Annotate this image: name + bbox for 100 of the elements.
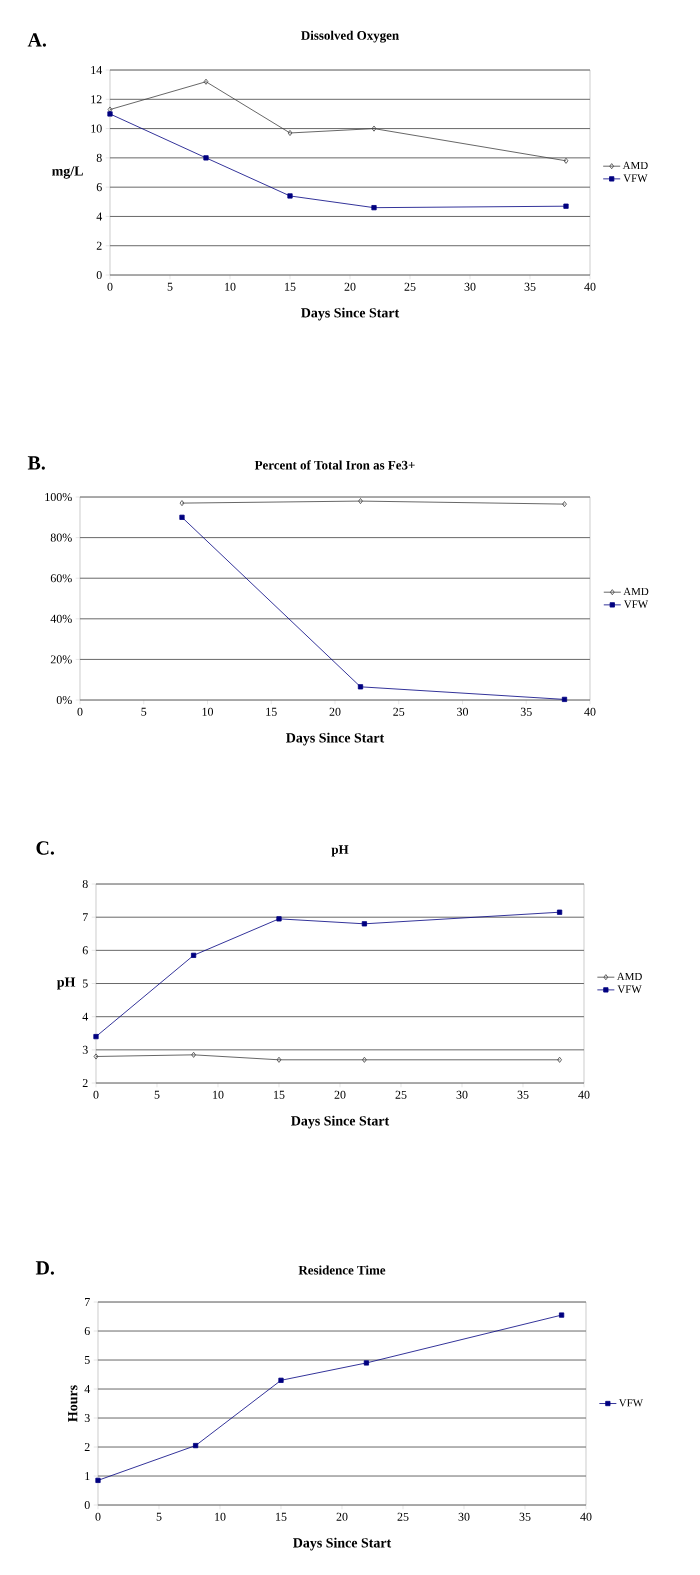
point (179, 514, 185, 520)
legend-label: AMD (622, 161, 648, 170)
point (276, 916, 282, 922)
point (361, 921, 367, 927)
text: C. (36, 841, 55, 855)
x-tick-label: 20 (336, 1512, 348, 1521)
x-tick-label: 40 (578, 1090, 590, 1099)
x-tick-label: 40 (584, 707, 596, 716)
y-tick-label: 0 (96, 270, 102, 280)
y-tick-label: 6 (84, 1327, 90, 1336)
point (193, 1442, 199, 1449)
y-axis-title: mg/L (52, 166, 83, 179)
point (107, 111, 113, 117)
x-tick-label: 10 (202, 707, 214, 716)
x-axis-title: Days Since Start (293, 1537, 392, 1551)
chart-title: Residence Time (298, 1265, 386, 1275)
y-tick-label: 8 (82, 879, 88, 889)
x-tick-label: 30 (456, 1090, 468, 1099)
legend-label: VFW (623, 174, 648, 182)
text: B. (27, 456, 45, 470)
point (559, 1312, 565, 1318)
x-tick-label: 35 (517, 1090, 529, 1099)
y-axis-title: Hours (68, 1385, 78, 1422)
x-tick-label: 25 (395, 1090, 407, 1099)
x-tick-label: 25 (393, 707, 405, 716)
x-tick-label: 35 (520, 707, 532, 716)
y-tick-label: 0% (56, 695, 72, 705)
point (561, 696, 568, 702)
point (93, 1033, 99, 1040)
text: D. (35, 1261, 55, 1275)
x-tick-label: 15 (266, 707, 277, 716)
text: A. (27, 33, 47, 47)
y-tick-label: 4 (84, 1385, 91, 1393)
point (95, 1477, 101, 1483)
y-tick-label: 20% (50, 655, 72, 664)
legend-label: VFW (623, 600, 649, 608)
x-tick-label: 30 (458, 1512, 470, 1521)
y-tick-label: 5 (82, 979, 88, 988)
y-tick-label: 3 (84, 1414, 90, 1423)
x-tick-label: 20 (344, 282, 356, 291)
point (287, 129, 293, 136)
x-tick-label: 10 (225, 282, 236, 291)
y-tick-label: 8 (96, 153, 102, 162)
x-tick-label: 20 (329, 707, 341, 716)
x-tick-label: 30 (457, 707, 469, 716)
legend-label: VFW (617, 985, 642, 993)
legend-label: AMD (616, 972, 642, 981)
y-tick-label: 6 (96, 183, 102, 192)
point (358, 498, 363, 505)
point (557, 909, 563, 915)
chart-title: Percent of Total Iron as Fe3+ (254, 460, 415, 470)
x-tick-label: 25 (404, 282, 416, 291)
point (287, 193, 293, 199)
x-tick-label: 30 (464, 282, 476, 291)
y-tick-label: 10 (91, 124, 102, 133)
y-tick-label: 6 (82, 946, 88, 955)
x-tick-label: 35 (519, 1512, 531, 1521)
x-tick-label: 15 (274, 1090, 285, 1099)
x-tick-label: 5 (167, 282, 173, 291)
x-tick-label: 40 (584, 282, 596, 291)
chart-title: Dissolved Oxygen (301, 30, 399, 43)
x-axis-title: Days Since Start (286, 732, 385, 746)
y-tick-label: 7 (85, 1298, 90, 1306)
point (357, 684, 364, 690)
point (362, 1056, 367, 1063)
point (203, 78, 209, 85)
y-tick-label: 2 (82, 1079, 88, 1087)
point (203, 155, 209, 161)
y-tick-label: 40% (50, 614, 72, 623)
y-tick-label: 12 (91, 95, 102, 104)
legend-label: AMD (623, 587, 649, 596)
x-tick-label: 40 (580, 1512, 592, 1521)
x-tick-label: 10 (215, 1512, 226, 1521)
y-tick-label: 14 (91, 66, 103, 74)
y-tick-label: 0 (84, 1500, 90, 1510)
point (278, 1377, 284, 1383)
x-tick-label: 35 (524, 282, 536, 291)
y-tick-label: 5 (84, 1356, 90, 1364)
y-tick-label: 2 (96, 241, 102, 250)
y-tick-label: 2 (84, 1443, 90, 1451)
point (191, 1051, 196, 1058)
y-tick-label: 60% (50, 574, 72, 583)
y-tick-label: 4 (82, 1012, 89, 1021)
x-tick-label: 25 (397, 1512, 409, 1521)
y-tick-label: 4 (96, 212, 103, 221)
x-tick-label: 5 (156, 1512, 162, 1521)
y-axis-title: pH (56, 977, 76, 990)
chart-title: pH (331, 845, 349, 857)
y-tick-label: 80% (50, 533, 72, 542)
x-tick-label: 20 (334, 1090, 346, 1099)
x-tick-label: 15 (276, 1512, 287, 1521)
x-tick-label: 5 (141, 707, 147, 716)
y-tick-label: 1 (85, 1472, 90, 1480)
point (563, 203, 569, 209)
x-tick-label: 5 (154, 1090, 160, 1099)
point (371, 205, 377, 211)
x-axis-title: Days Since Start (291, 1115, 390, 1129)
point (363, 1360, 369, 1366)
y-tick-label: 100% (45, 492, 72, 502)
x-tick-label: 15 (285, 282, 296, 291)
